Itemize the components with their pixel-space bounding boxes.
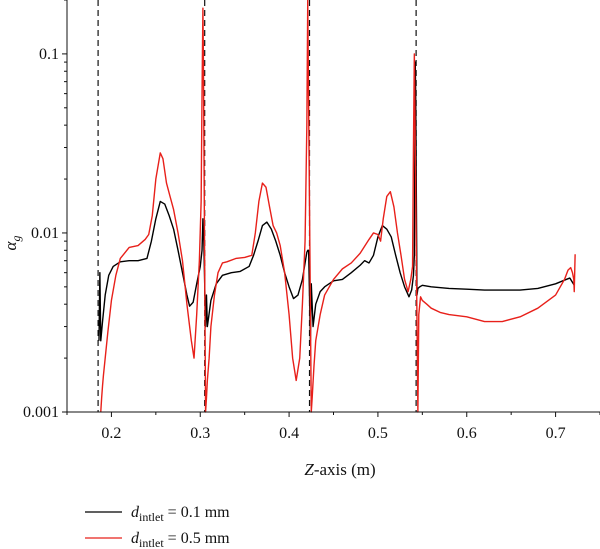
series-line-0 xyxy=(98,61,575,342)
x-tick-label-1: 0.3 xyxy=(190,425,210,442)
x-tick-label-5: 0.7 xyxy=(546,425,566,442)
legend: dintlet = 0.1 mm dintlet = 0.5 mm xyxy=(85,504,230,549)
y-tick-label-2: 0.1 xyxy=(39,46,59,63)
y-tick-label-0: 0.001 xyxy=(23,404,59,421)
legend-label-0: dintlet = 0.1 mm xyxy=(131,504,230,524)
series-line-1 xyxy=(100,0,576,413)
legend-item-1: dintlet = 0.5 mm xyxy=(85,530,230,549)
y-ticks: 0.001 0.01 0.1 xyxy=(23,0,67,421)
legend-item-0: dintlet = 0.1 mm xyxy=(85,504,230,524)
series-layer xyxy=(98,0,576,413)
legend-label-1: dintlet = 0.5 mm xyxy=(131,530,230,549)
x-tick-label-4: 0.6 xyxy=(457,425,477,442)
x-axis-label: Z-axis (m) xyxy=(304,460,375,479)
x-tick-label-3: 0.5 xyxy=(368,425,388,442)
x-ticks: 0.2 0.3 0.4 0.5 0.6 0.7 xyxy=(66,412,600,442)
y-axis-label: αg xyxy=(1,236,23,251)
vertical-dashed-lines xyxy=(97,0,417,412)
axes xyxy=(66,0,600,413)
x-tick-label-0: 0.2 xyxy=(101,425,121,442)
x-tick-label-2: 0.4 xyxy=(279,425,299,442)
y-tick-label-1: 0.01 xyxy=(31,225,59,242)
